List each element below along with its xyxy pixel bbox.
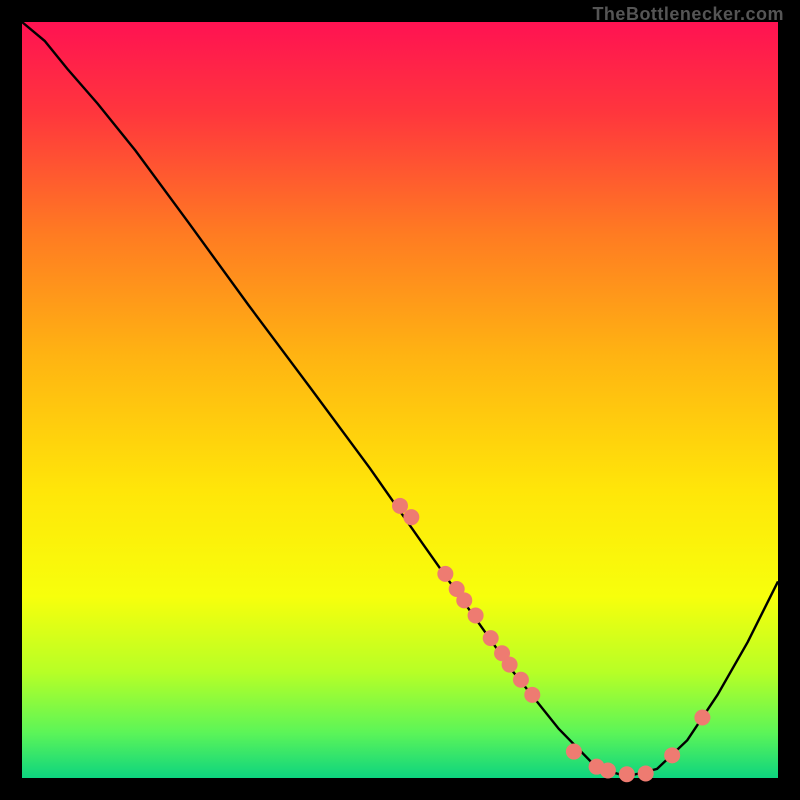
stage: TheBottlenecker.com	[0, 0, 800, 800]
heatmap-gradient	[22, 22, 778, 778]
plot-frame	[22, 22, 778, 778]
